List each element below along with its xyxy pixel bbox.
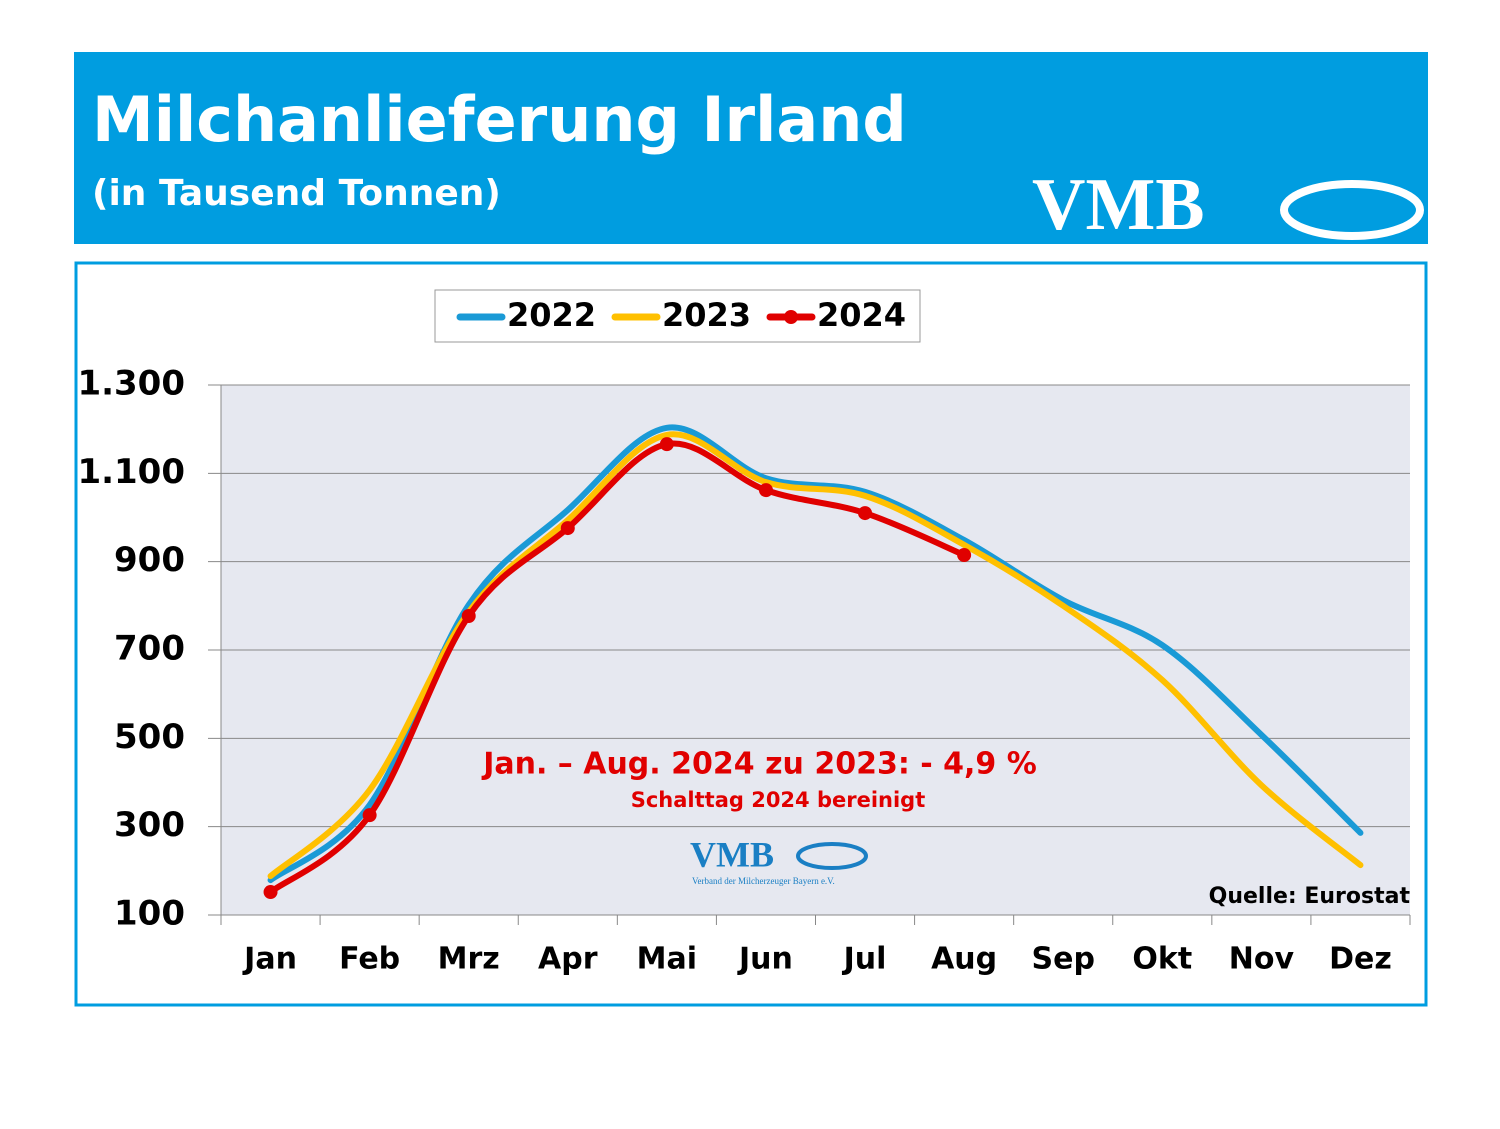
watermark-logo: VMB	[690, 834, 774, 874]
logo: VMB	[1032, 164, 1205, 246]
watermark-text: Verband der Milcherzeuger Bayern e.V.	[692, 876, 835, 886]
legend	[434, 289, 921, 343]
x-tick-label: Mai	[637, 942, 697, 977]
marker	[758, 483, 773, 498]
y-tick-label: 900	[114, 540, 185, 580]
x-tick-label: Aug	[931, 942, 997, 977]
y-tick-label: 1.300	[77, 364, 185, 404]
subtitle: (in Tausend Tonnen)	[92, 173, 501, 214]
marker	[263, 885, 278, 900]
watermark-swirl	[796, 842, 868, 870]
x-tick-label: Sep	[1031, 942, 1094, 977]
series-line	[267, 431, 1364, 880]
marker	[858, 506, 873, 521]
x-tick-label: Mrz	[438, 942, 500, 977]
x-tick-label: Apr	[538, 942, 598, 977]
legend-label: 2024	[817, 296, 906, 334]
source: Quelle: Eurostat	[1209, 884, 1411, 909]
header-bar	[74, 52, 1428, 244]
y-tick-label: 100	[114, 894, 185, 934]
annotation: Jan. – Aug. 2024 zu 2023: - 4,9 %	[481, 747, 1037, 782]
marker	[957, 548, 972, 563]
x-tick-label: Jul	[842, 942, 887, 977]
legend-label: 2023	[662, 296, 751, 334]
legend-marker	[784, 310, 798, 324]
y-tick-label: 500	[114, 717, 185, 757]
x-tick-label: Jun	[737, 942, 793, 977]
series-line	[267, 440, 968, 896]
y-tick-label: 1.100	[77, 452, 185, 492]
y-tick-label: 300	[114, 805, 185, 845]
x-tick-label: Dez	[1329, 942, 1392, 977]
x-tick-label: Jan	[242, 942, 297, 977]
marker	[461, 608, 476, 623]
marker	[362, 808, 377, 823]
y-tick-label: 700	[114, 629, 185, 669]
annotation: Schalttag 2024 bereinigt	[631, 788, 926, 812]
legend-items: 2022 2023 2024	[456, 296, 906, 334]
legend-label: 2022	[507, 296, 596, 334]
x-tick-label: Nov	[1229, 942, 1295, 977]
marker	[560, 521, 575, 536]
x-tick-label: Okt	[1132, 942, 1192, 977]
logo-swirl	[1280, 180, 1424, 240]
marker	[659, 437, 674, 452]
x-tick-label: Feb	[339, 942, 400, 977]
title: Milchanlieferung Irland	[92, 83, 907, 156]
